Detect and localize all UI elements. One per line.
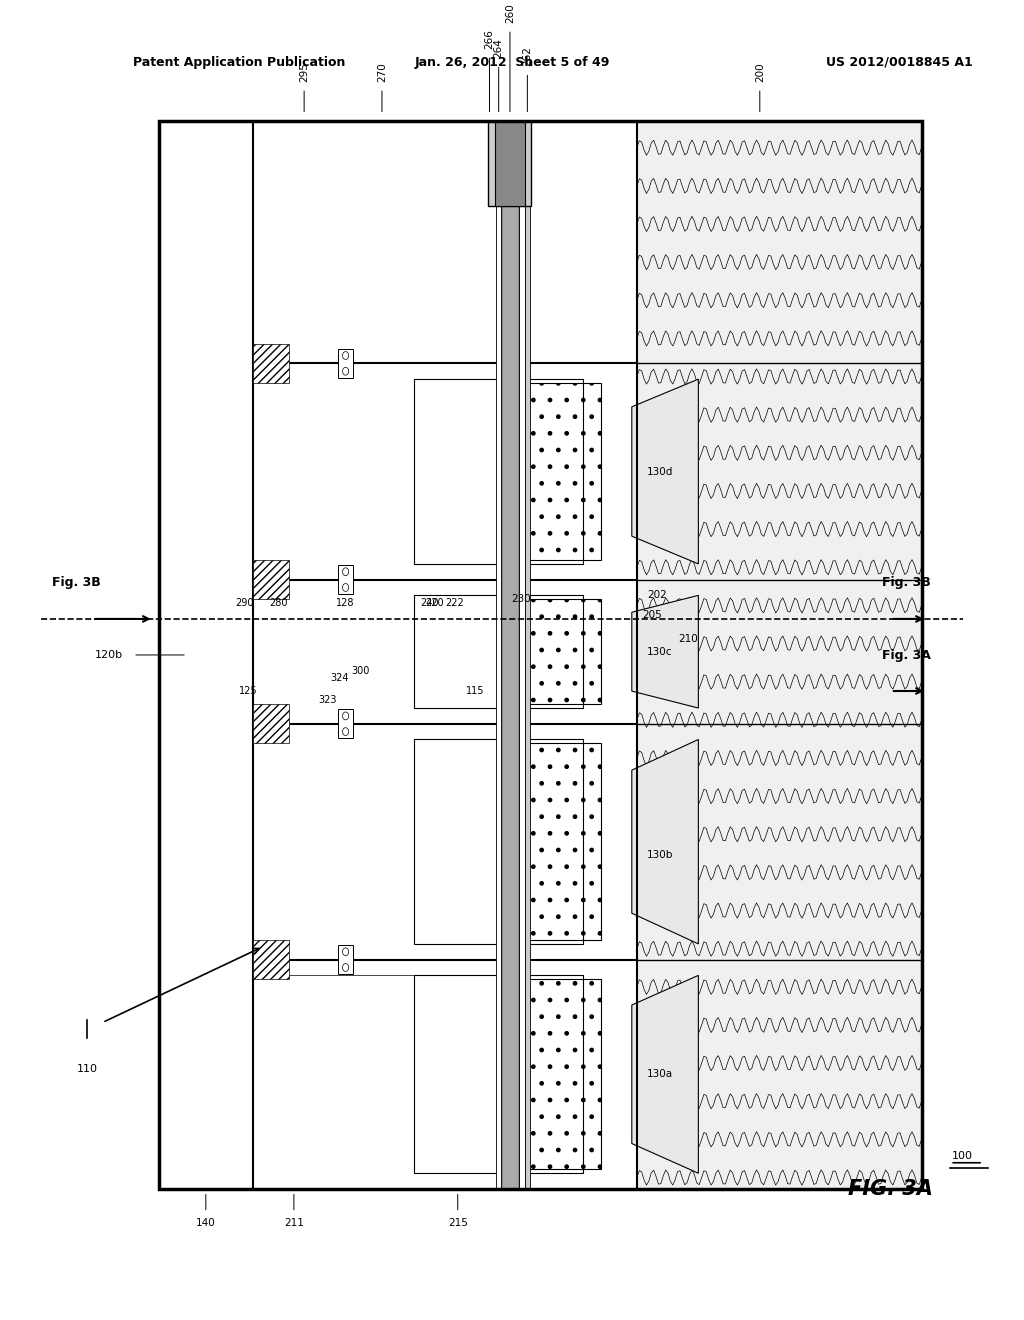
Bar [253, 704, 289, 743]
Text: Fig. 3B: Fig. 3B [52, 576, 101, 589]
Polygon shape [632, 739, 698, 944]
Bar [414, 379, 583, 564]
Text: 130a: 130a [647, 1069, 674, 1080]
Bar [253, 940, 289, 979]
Bar [414, 595, 583, 708]
Text: FIG. 3A: FIG. 3A [849, 1179, 933, 1199]
Bar [338, 565, 353, 594]
Text: 222: 222 [445, 598, 464, 609]
Bar [501, 121, 519, 1189]
Polygon shape [632, 379, 698, 564]
Text: 130c: 130c [647, 647, 673, 656]
Circle shape [342, 948, 348, 956]
Bar [414, 723, 501, 960]
Polygon shape [632, 975, 698, 1173]
Text: Fig. 3B: Fig. 3B [882, 576, 931, 589]
Circle shape [342, 367, 348, 375]
Text: 120b: 120b [95, 649, 123, 660]
Bar [519, 743, 601, 940]
Bar [253, 975, 519, 1189]
Bar [495, 121, 525, 206]
Text: 290: 290 [236, 598, 254, 609]
Circle shape [342, 583, 348, 591]
Text: 300: 300 [351, 667, 370, 676]
Text: Patent Application Publication: Patent Application Publication [133, 55, 345, 69]
Bar [525, 121, 530, 1189]
Text: 266: 266 [484, 29, 495, 49]
Text: 140: 140 [196, 1218, 216, 1228]
Bar [253, 560, 289, 599]
Bar [519, 383, 601, 560]
Circle shape [342, 964, 348, 972]
Bar [253, 1173, 519, 1189]
Bar [350, 723, 414, 960]
Bar [338, 348, 353, 378]
Text: 262: 262 [522, 46, 532, 66]
Text: 202: 202 [647, 590, 667, 601]
Bar [414, 206, 501, 363]
Bar [414, 379, 583, 564]
Bar [350, 579, 414, 723]
Text: 264: 264 [494, 38, 504, 58]
Text: 240: 240 [420, 598, 438, 609]
Text: 324: 324 [331, 673, 349, 682]
Text: 115: 115 [466, 686, 484, 696]
Bar [519, 121, 525, 1189]
Bar [253, 343, 289, 383]
Bar [637, 121, 922, 1189]
Bar [159, 121, 922, 1189]
Text: 260: 260 [505, 3, 515, 22]
Bar [350, 121, 414, 206]
Text: 205: 205 [642, 610, 662, 620]
Text: 125: 125 [239, 686, 257, 696]
Bar [414, 975, 583, 1173]
Text: 211: 211 [284, 1218, 304, 1228]
Bar [350, 206, 414, 363]
Text: US 2012/0018845 A1: US 2012/0018845 A1 [826, 55, 973, 69]
Text: 230: 230 [511, 594, 530, 605]
Text: Fig. 3A: Fig. 3A [882, 649, 931, 663]
Bar [414, 121, 501, 206]
Bar [338, 709, 353, 738]
Circle shape [342, 727, 348, 735]
Text: 100: 100 [952, 1151, 974, 1162]
Text: 130b: 130b [647, 850, 674, 859]
Circle shape [342, 711, 348, 719]
Text: 128: 128 [336, 598, 354, 609]
Bar [338, 945, 353, 974]
Bar [414, 579, 501, 723]
Text: 280: 280 [269, 598, 288, 609]
Text: 215: 215 [447, 1218, 468, 1228]
Bar [414, 739, 583, 944]
Text: 270: 270 [377, 62, 387, 82]
Bar [488, 121, 531, 206]
Bar [414, 363, 501, 579]
Bar [496, 121, 501, 1189]
Circle shape [342, 351, 348, 359]
Circle shape [342, 568, 348, 576]
Bar [253, 975, 519, 1189]
Bar [350, 363, 414, 579]
Text: 130d: 130d [647, 466, 674, 477]
Bar [414, 975, 583, 1173]
Bar [519, 979, 601, 1170]
Text: 295: 295 [299, 62, 309, 82]
Bar [414, 739, 583, 944]
Bar [159, 121, 253, 1189]
Polygon shape [632, 595, 698, 708]
Text: 200: 200 [755, 62, 765, 82]
Text: 220: 220 [425, 598, 443, 609]
Text: Jan. 26, 2012  Sheet 5 of 49: Jan. 26, 2012 Sheet 5 of 49 [415, 55, 609, 69]
Bar [519, 599, 601, 704]
Text: 110: 110 [77, 1064, 97, 1074]
Text: 323: 323 [318, 696, 337, 705]
Bar [414, 595, 583, 708]
Text: 210: 210 [678, 634, 697, 644]
